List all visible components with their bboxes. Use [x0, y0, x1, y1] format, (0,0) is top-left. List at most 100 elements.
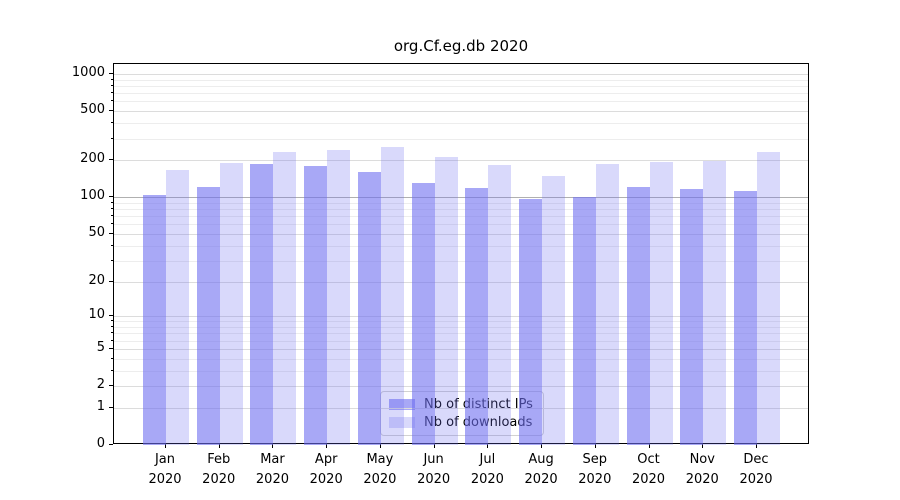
x-tick-mark [702, 444, 704, 448]
y-tick-label: 0 [96, 436, 105, 451]
gridline-minor [114, 260, 808, 262]
x-tick-label: Jan 2020 [148, 452, 182, 487]
bar-distinct-ips [572, 196, 596, 445]
legend-swatch-downloads [389, 417, 415, 428]
x-tick-mark [594, 444, 596, 448]
bar-distinct-ips [680, 189, 704, 445]
y-minor-tick-mark [111, 244, 113, 246]
gridline-major [114, 281, 808, 283]
x-tick-mark [487, 444, 489, 448]
x-tick-mark [272, 444, 274, 448]
plot-area [113, 63, 809, 445]
y-minor-tick-mark [111, 201, 113, 203]
legend-swatch-distinct-ips [389, 399, 415, 410]
y-tick-label: 2 [96, 377, 105, 392]
bar-distinct-ips [411, 183, 435, 445]
y-tick-mark [109, 232, 113, 234]
gridline-major [114, 74, 808, 76]
y-tick-label: 500 [80, 102, 105, 118]
gridline-minor [114, 86, 808, 88]
gridline-minor [114, 358, 808, 360]
y-minor-tick-mark [111, 332, 113, 334]
gridline-minor [114, 209, 808, 211]
y-minor-tick-mark [111, 326, 113, 328]
x-tick-label: Jul 2020 [470, 452, 504, 487]
x-tick-mark [541, 444, 543, 448]
gridline-minor [114, 321, 808, 323]
x-tick-label: Jun 2020 [417, 452, 451, 487]
y-tick-mark [109, 196, 113, 198]
y-minor-tick-mark [111, 208, 113, 210]
bar-downloads [488, 165, 512, 445]
y-minor-tick-mark [111, 259, 113, 261]
x-tick-label: Mar 2020 [255, 452, 289, 487]
y-tick-mark [109, 444, 113, 445]
gridline-minor [114, 245, 808, 247]
y-minor-tick-mark [111, 339, 113, 341]
x-tick-label: May 2020 [363, 452, 397, 487]
x-tick-mark [756, 444, 757, 448]
x-tick-label: Nov 2020 [685, 452, 719, 487]
gridline-major [114, 316, 808, 318]
x-tick-label: Aug 2020 [524, 452, 558, 487]
x-tick-mark [218, 444, 220, 448]
bar-distinct-ips [250, 163, 274, 445]
bar-distinct-ips [519, 198, 543, 445]
y-minor-tick-mark [111, 92, 113, 94]
gridline-major [114, 386, 808, 387]
gridline-minor [114, 202, 808, 204]
bar-distinct-ips [465, 188, 489, 445]
y-minor-tick-mark [111, 100, 113, 102]
bar-distinct-ips [357, 172, 381, 445]
y-minor-tick-mark [111, 223, 113, 225]
y-tick-mark [109, 280, 113, 282]
gridline-minor [114, 93, 808, 95]
bar-downloads [757, 151, 780, 445]
chart-title: org.Cf.eg.db 2020 [393, 37, 529, 55]
gridline-minor [114, 79, 808, 81]
gridline-major [114, 348, 808, 350]
y-minor-tick-mark [111, 357, 113, 359]
y-tick-label: 10 [88, 307, 105, 323]
x-tick-mark [379, 444, 381, 448]
bar-downloads [649, 161, 673, 445]
y-tick-mark [109, 385, 113, 386]
x-tick-mark [433, 444, 435, 448]
y-tick-label: 200 [80, 151, 105, 167]
bar-distinct-ips [734, 191, 757, 445]
y-minor-tick-mark [111, 78, 113, 80]
bar-downloads [380, 146, 404, 445]
y-tick-label: 20 [88, 272, 105, 288]
bar-downloads [166, 169, 189, 445]
y-tick-mark [109, 110, 113, 112]
y-minor-tick-mark [111, 320, 113, 322]
y-minor-tick-mark [111, 85, 113, 87]
x-tick-label: Apr 2020 [309, 452, 343, 487]
bar-downloads [219, 162, 243, 445]
y-minor-tick-mark [111, 215, 113, 217]
y-minor-tick-mark [111, 137, 113, 139]
y-tick-label: 50 [88, 224, 105, 240]
gridline-minor [114, 340, 808, 342]
bar-downloads [273, 151, 297, 445]
gridline-minor [114, 101, 808, 103]
y-minor-tick-mark [111, 369, 113, 371]
y-tick-mark [109, 315, 113, 317]
bar-distinct-ips [196, 187, 220, 445]
gridline-minor [114, 327, 808, 329]
x-tick-mark [326, 444, 328, 448]
bar-downloads [703, 160, 727, 445]
bar-downloads [595, 163, 619, 445]
gridline-minor [114, 123, 808, 125]
x-tick-label: Oct 2020 [631, 452, 666, 487]
bar-downloads [434, 156, 458, 445]
x-tick-label: Sep 2020 [578, 452, 612, 487]
bar-downloads [327, 149, 351, 445]
y-tick-label: 1000 [71, 65, 105, 81]
gridline-minor [114, 216, 808, 218]
y-minor-tick-mark [111, 122, 113, 124]
x-tick-label: Dec 2020 [739, 452, 773, 487]
gridline-emphasis [114, 197, 808, 199]
gridline-minor [114, 370, 808, 372]
